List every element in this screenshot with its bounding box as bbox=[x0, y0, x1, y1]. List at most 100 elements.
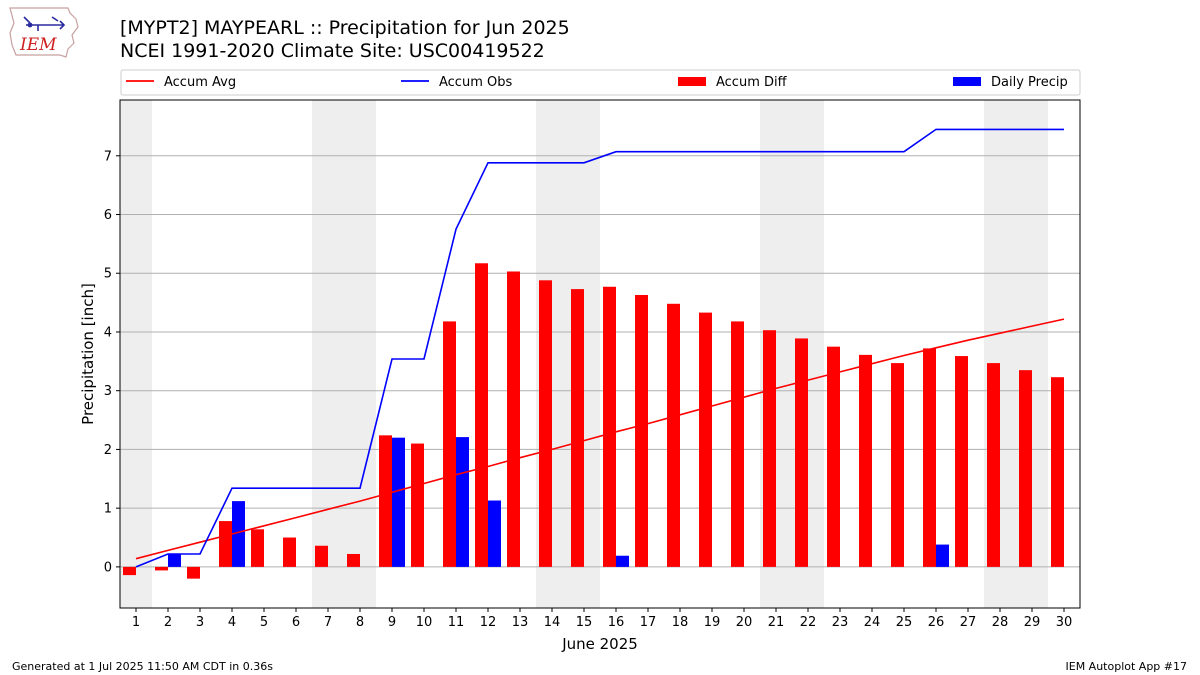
x-tick-label: 27 bbox=[960, 615, 977, 630]
weekend-shade bbox=[120, 100, 152, 608]
legend-swatch-patch bbox=[678, 77, 706, 86]
x-tick-label: 17 bbox=[640, 615, 657, 630]
x-tick-label: 11 bbox=[448, 615, 465, 630]
accum-diff-bar bbox=[571, 289, 584, 567]
accum-diff-bar bbox=[123, 566, 136, 576]
x-axis-label: June 2025 bbox=[561, 635, 638, 653]
accum-diff-bar bbox=[731, 321, 744, 567]
y-tick-label: 1 bbox=[104, 502, 112, 517]
accum-diff-bar bbox=[475, 263, 488, 567]
x-tick-label: 1 bbox=[132, 615, 140, 630]
accum-diff-bar bbox=[955, 356, 968, 567]
x-tick-label: 9 bbox=[388, 615, 396, 630]
y-tick-label: 0 bbox=[104, 560, 112, 575]
daily-precip-bar bbox=[456, 437, 469, 567]
legend-label: Accum Diff bbox=[716, 75, 788, 90]
accum-diff-bar bbox=[763, 330, 776, 567]
x-tick-label: 25 bbox=[896, 615, 913, 630]
x-tick-label: 8 bbox=[356, 615, 364, 630]
y-tick-label: 5 bbox=[104, 267, 112, 282]
accum-avg-line bbox=[135, 318, 1065, 560]
accum-diff-bar bbox=[699, 312, 712, 567]
accum-diff-bar bbox=[603, 286, 616, 567]
accum-diff-bar bbox=[379, 435, 392, 567]
x-tick-label: 29 bbox=[1024, 615, 1041, 630]
lines bbox=[135, 128, 1065, 568]
y-axis-ticks: 0 1 2 3 4 5 6 7 bbox=[104, 149, 120, 575]
x-tick-label: 24 bbox=[864, 615, 881, 630]
accum-diff-bar bbox=[315, 545, 328, 567]
y-gridlines bbox=[120, 155, 1080, 568]
accum-diff-bar bbox=[987, 363, 1000, 567]
plot-frame bbox=[119, 99, 1081, 609]
accum-diff-bar bbox=[635, 294, 648, 567]
bars bbox=[123, 263, 1064, 579]
x-tick-label: 26 bbox=[928, 615, 945, 630]
accum-diff-bar bbox=[347, 553, 360, 567]
station-dot-icon bbox=[27, 22, 33, 28]
daily-precip-bar bbox=[232, 501, 245, 567]
accum-diff-bar bbox=[443, 321, 456, 567]
y-tick-label: 2 bbox=[104, 443, 112, 458]
accum-diff-bar bbox=[251, 529, 264, 567]
accum-diff-bar bbox=[507, 271, 520, 567]
y-tick-label: 7 bbox=[104, 149, 112, 164]
x-tick-label: 12 bbox=[480, 615, 497, 630]
daily-precip-bar bbox=[392, 437, 405, 567]
y-axis-label: Precipitation [inch] bbox=[79, 283, 97, 425]
y-tick-label: 4 bbox=[104, 325, 112, 340]
x-axis-ticks: 1 2 3 4 5 6 7 8 9 10 11 12 13 14 15 16 17 18 19 20 21 22 23 24 2… bbox=[132, 608, 1072, 630]
accum-diff-bar bbox=[411, 443, 424, 567]
x-tick-label: 13 bbox=[512, 615, 529, 630]
generated-timestamp: Generated at 1 Jul 2025 11:50 AM CDT in … bbox=[12, 660, 273, 673]
x-tick-label: 16 bbox=[608, 615, 625, 630]
accum-diff-bar bbox=[795, 338, 808, 567]
accum-obs-line bbox=[135, 128, 1064, 568]
y-tick-label: 3 bbox=[104, 384, 112, 399]
x-tick-label: 5 bbox=[260, 615, 268, 630]
iem-logo: IEM bbox=[9, 7, 79, 58]
legend: Accum Avg Accum Obs Accum Diff Daily Precip bbox=[120, 69, 1081, 96]
accum-diff-bar bbox=[923, 348, 936, 567]
x-tick-label: 23 bbox=[832, 615, 849, 630]
chart-title: [MYPT2] MAYPEARL :: Precipitation for Ju… bbox=[120, 17, 570, 39]
x-tick-label: 20 bbox=[736, 615, 753, 630]
x-tick-label: 22 bbox=[800, 615, 817, 630]
accum-diff-bar bbox=[187, 566, 200, 579]
legend-label: Accum Obs bbox=[439, 75, 512, 90]
x-tick-label: 18 bbox=[672, 615, 689, 630]
x-tick-label: 19 bbox=[704, 615, 721, 630]
accum-diff-bar bbox=[1019, 370, 1032, 567]
accum-diff-bar bbox=[283, 537, 296, 567]
x-tick-label: 3 bbox=[196, 615, 204, 630]
legend-frame bbox=[120, 69, 1081, 96]
daily-precip-bar bbox=[488, 500, 501, 567]
x-tick-label: 28 bbox=[992, 615, 1009, 630]
weather-symbols-icon bbox=[23, 16, 66, 31]
accum-diff-bar bbox=[667, 303, 680, 567]
x-tick-label: 6 bbox=[292, 615, 300, 630]
daily-precip-bar bbox=[936, 544, 949, 567]
chart-subtitle: NCEI 1991-2020 Climate Site: USC00419522 bbox=[120, 40, 545, 62]
x-tick-label: 10 bbox=[416, 615, 433, 630]
weekend-shade bbox=[312, 100, 376, 608]
daily-precip-bar bbox=[168, 553, 181, 567]
x-tick-label: 21 bbox=[768, 615, 785, 630]
accum-diff-bar bbox=[155, 566, 168, 571]
accum-diff-bar bbox=[859, 354, 872, 567]
x-tick-label: 15 bbox=[576, 615, 593, 630]
x-tick-label: 4 bbox=[228, 615, 236, 630]
x-tick-label: 2 bbox=[164, 615, 172, 630]
app-credit: IEM Autoplot App #17 bbox=[1065, 660, 1188, 673]
accum-diff-bar bbox=[891, 363, 904, 567]
legend-label: Daily Precip bbox=[991, 75, 1068, 90]
daily-precip-bar bbox=[616, 555, 629, 567]
x-tick-label: 14 bbox=[544, 615, 561, 630]
x-tick-label: 30 bbox=[1056, 615, 1073, 630]
x-tick-label: 7 bbox=[324, 615, 332, 630]
accum-diff-bar bbox=[539, 280, 552, 567]
accum-diff-bar bbox=[219, 521, 232, 567]
accum-diff-bar bbox=[827, 346, 840, 567]
y-tick-label: 6 bbox=[104, 208, 112, 223]
